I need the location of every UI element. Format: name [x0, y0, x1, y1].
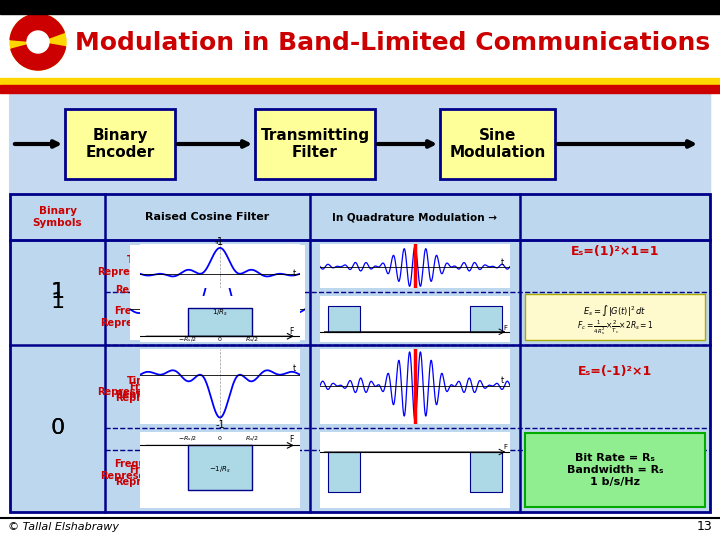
Bar [440, 109, 555, 179]
Bar [0, 10, 720, 80]
Text: -1: -1 [215, 420, 225, 430]
Text: $-R_s/2$: $-R_s/2$ [179, 434, 197, 443]
Text: t: t [293, 364, 296, 373]
Text: Modulation in Band-Limited Communications: Modulation in Band-Limited Communication… [75, 31, 710, 55]
Wedge shape [11, 42, 66, 70]
Text: $R_s/2$: $R_s/2$ [245, 434, 259, 443]
Wedge shape [10, 14, 64, 42]
Text: Bit Rate = Rₛ
Bandwidth = Rₛ
1 b/s/Hz: Bit Rate = Rₛ Bandwidth = Rₛ 1 b/s/Hz [567, 454, 663, 487]
Bar [0, 85, 720, 93]
Bar [255, 109, 375, 179]
Text: $F_c=\frac{1}{4R_s^2}\!\times\!\frac{2}{T_c}\!\times\!2R_s=1$: $F_c=\frac{1}{4R_s^2}\!\times\!\frac{2}{… [577, 318, 654, 336]
Text: Time
Representation: Time Representation [97, 376, 182, 397]
Text: 0: 0 [218, 436, 222, 441]
Text: Eₛ=(1)²×1=1: Eₛ=(1)²×1=1 [571, 245, 660, 258]
Text: $1/R_s$: $1/R_s$ [212, 308, 228, 318]
Text: Frequency
Representation: Frequency Representation [101, 306, 186, 328]
Bar [65, 109, 175, 179]
Text: $-1/R_s$: $-1/R_s$ [209, 465, 231, 475]
Text: F: F [504, 444, 508, 450]
Text: $E_s=\int|G(t)|^2\,dt$: $E_s=\int|G(t)|^2\,dt$ [583, 302, 647, 318]
Text: Frequency
Representation: Frequency Representation [115, 382, 200, 403]
Text: Frequency
Representation: Frequency Representation [115, 465, 200, 487]
Text: 1: 1 [50, 282, 65, 302]
Text: Time
Representation: Time Representation [97, 255, 182, 277]
Bar [10, 94, 710, 512]
Text: t: t [293, 307, 296, 316]
Text: t: t [500, 258, 504, 267]
Text: 13: 13 [696, 520, 712, 533]
Text: Sine
Modulation: Sine Modulation [449, 128, 546, 160]
Bar [525, 294, 705, 340]
Bar [10, 94, 710, 194]
Bar [0, 78, 720, 85]
Text: 1: 1 [217, 237, 223, 247]
Circle shape [10, 14, 66, 70]
Text: t: t [293, 269, 296, 278]
Text: 1: 1 [50, 282, 65, 302]
Text: 1: 1 [215, 241, 220, 251]
Text: Binary
Encoder: Binary Encoder [86, 128, 155, 160]
Text: 1: 1 [50, 293, 65, 313]
Text: © Tallal Elshabrawy: © Tallal Elshabrawy [8, 522, 119, 532]
Text: Frequency
Representation: Frequency Representation [101, 459, 186, 481]
Bar [0, 10, 720, 14]
Text: 0: 0 [50, 418, 65, 438]
Bar [10, 194, 710, 512]
Text: $R_s/2$: $R_s/2$ [245, 335, 259, 345]
Text: Transmitting
Filter: Transmitting Filter [261, 128, 369, 160]
Text: F: F [504, 325, 508, 330]
Text: $-R_s/2$: $-R_s/2$ [179, 335, 197, 345]
Bar [525, 433, 705, 507]
Circle shape [27, 31, 49, 53]
Text: Binary
Symbols: Binary Symbols [32, 206, 82, 228]
Text: F: F [289, 327, 294, 336]
Text: 0: 0 [50, 418, 65, 438]
Text: Time
Representation: Time Representation [115, 274, 200, 295]
Text: t: t [500, 376, 504, 385]
Bar [0, 0, 720, 10]
Text: F: F [289, 435, 294, 444]
Text: Eₛ=(-1)²×1: Eₛ=(-1)²×1 [578, 365, 652, 378]
Text: 0: 0 [218, 338, 222, 342]
Text: Raised Cosine Filter: Raised Cosine Filter [145, 212, 269, 222]
Text: In Quadrature Modulation →: In Quadrature Modulation → [333, 212, 498, 222]
Text: Time
Representation: Time Representation [115, 379, 200, 400]
